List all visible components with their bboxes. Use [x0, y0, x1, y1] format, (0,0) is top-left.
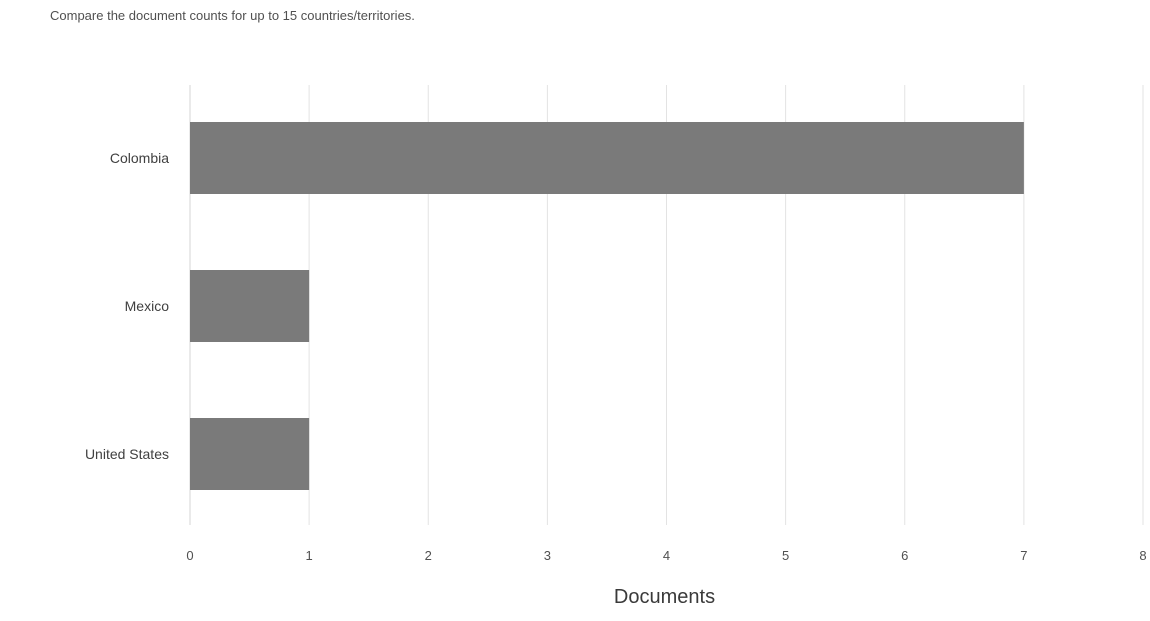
x-tick-label-2: 2 — [425, 548, 432, 563]
bars — [190, 122, 1024, 490]
category-label-colombia: Colombia — [110, 150, 169, 166]
category-label-mexico: Mexico — [125, 298, 170, 314]
bar-united-states[interactable] — [190, 418, 310, 490]
x-tick-label-0: 0 — [186, 548, 193, 563]
chart-subtitle: Compare the document counts for up to 15… — [50, 8, 415, 23]
x-tick-label-1: 1 — [306, 548, 313, 563]
bar-mexico[interactable] — [190, 270, 310, 342]
x-tick-label-4: 4 — [663, 548, 670, 563]
x-tick-label-7: 7 — [1020, 548, 1027, 563]
x-tick-label-5: 5 — [782, 548, 789, 563]
category-labels: Colombia Mexico United States — [85, 150, 169, 462]
category-label-united-states: United States — [85, 446, 169, 462]
bar-colombia[interactable] — [190, 122, 1024, 194]
x-tick-labels: 0 1 2 3 4 5 6 7 8 — [186, 548, 1146, 563]
x-tick-label-3: 3 — [544, 548, 551, 563]
x-tick-label-8: 8 — [1139, 548, 1146, 563]
x-tick-label-6: 6 — [901, 548, 908, 563]
x-axis-title: Documents — [614, 586, 715, 608]
